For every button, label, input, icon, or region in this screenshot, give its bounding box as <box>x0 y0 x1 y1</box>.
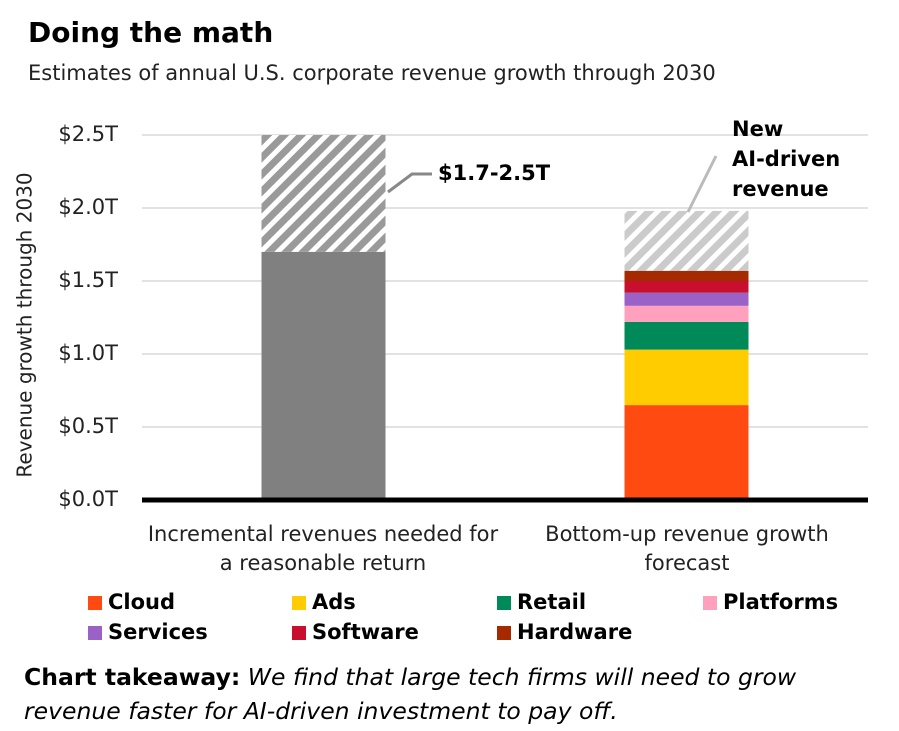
bar-segment <box>624 210 749 271</box>
takeaway: Chart takeaway: We find that large tech … <box>24 660 884 728</box>
legend-label: Platforms <box>723 590 838 614</box>
legend-label: Hardware <box>517 620 632 644</box>
legend-swatch <box>497 596 511 610</box>
bar-segment <box>624 405 749 500</box>
y-tick-label: $0.0T <box>58 487 118 511</box>
bar-segment <box>261 135 386 252</box>
y-tick-label: $2.5T <box>58 122 118 146</box>
y-tick-label: $0.5T <box>58 414 118 438</box>
legend-label: Services <box>108 620 208 644</box>
annotation-leader <box>686 155 718 213</box>
legend-swatch <box>292 596 306 610</box>
x-tick-label: Incremental revenues needed for a reason… <box>147 522 499 575</box>
annotation: $1.7-2.5T <box>438 161 551 185</box>
bar-segment <box>624 349 749 406</box>
y-tick-label: $1.5T <box>58 268 118 292</box>
annotation: New <box>732 117 783 141</box>
legend-label: Retail <box>517 590 586 614</box>
bar-segment <box>261 251 386 500</box>
bar-segment <box>624 321 749 350</box>
legend-label: Cloud <box>108 590 175 614</box>
legend-swatch <box>497 626 511 640</box>
annotation: AI-driven <box>732 147 840 171</box>
chart-subtitle: Estimates of annual U.S. corporate reven… <box>28 61 716 85</box>
takeaway-label: Chart takeaway: <box>24 663 241 691</box>
legend-swatch <box>292 626 306 640</box>
annotation-leader <box>387 172 432 194</box>
legend-label: Ads <box>312 590 356 614</box>
chart-title: Doing the math <box>28 16 273 49</box>
legend-swatch <box>88 596 102 610</box>
bar-segment <box>624 270 749 281</box>
x-tick-label: Bottom-up revenue growth forecast <box>545 522 829 575</box>
bar-segment <box>624 281 749 293</box>
legend-swatch <box>88 626 102 640</box>
y-tick-label: $2.0T <box>58 195 118 219</box>
bar-segment <box>624 292 749 306</box>
annotation: revenue <box>732 177 829 201</box>
y-axis-label: Revenue growth through 2030 <box>13 172 37 477</box>
takeaway-text: We find that large tech firms will need … <box>24 663 797 725</box>
y-tick-label: $1.0T <box>58 341 118 365</box>
legend-label: Software <box>312 620 419 644</box>
legend-swatch <box>703 596 717 610</box>
bar-segment <box>624 305 749 322</box>
